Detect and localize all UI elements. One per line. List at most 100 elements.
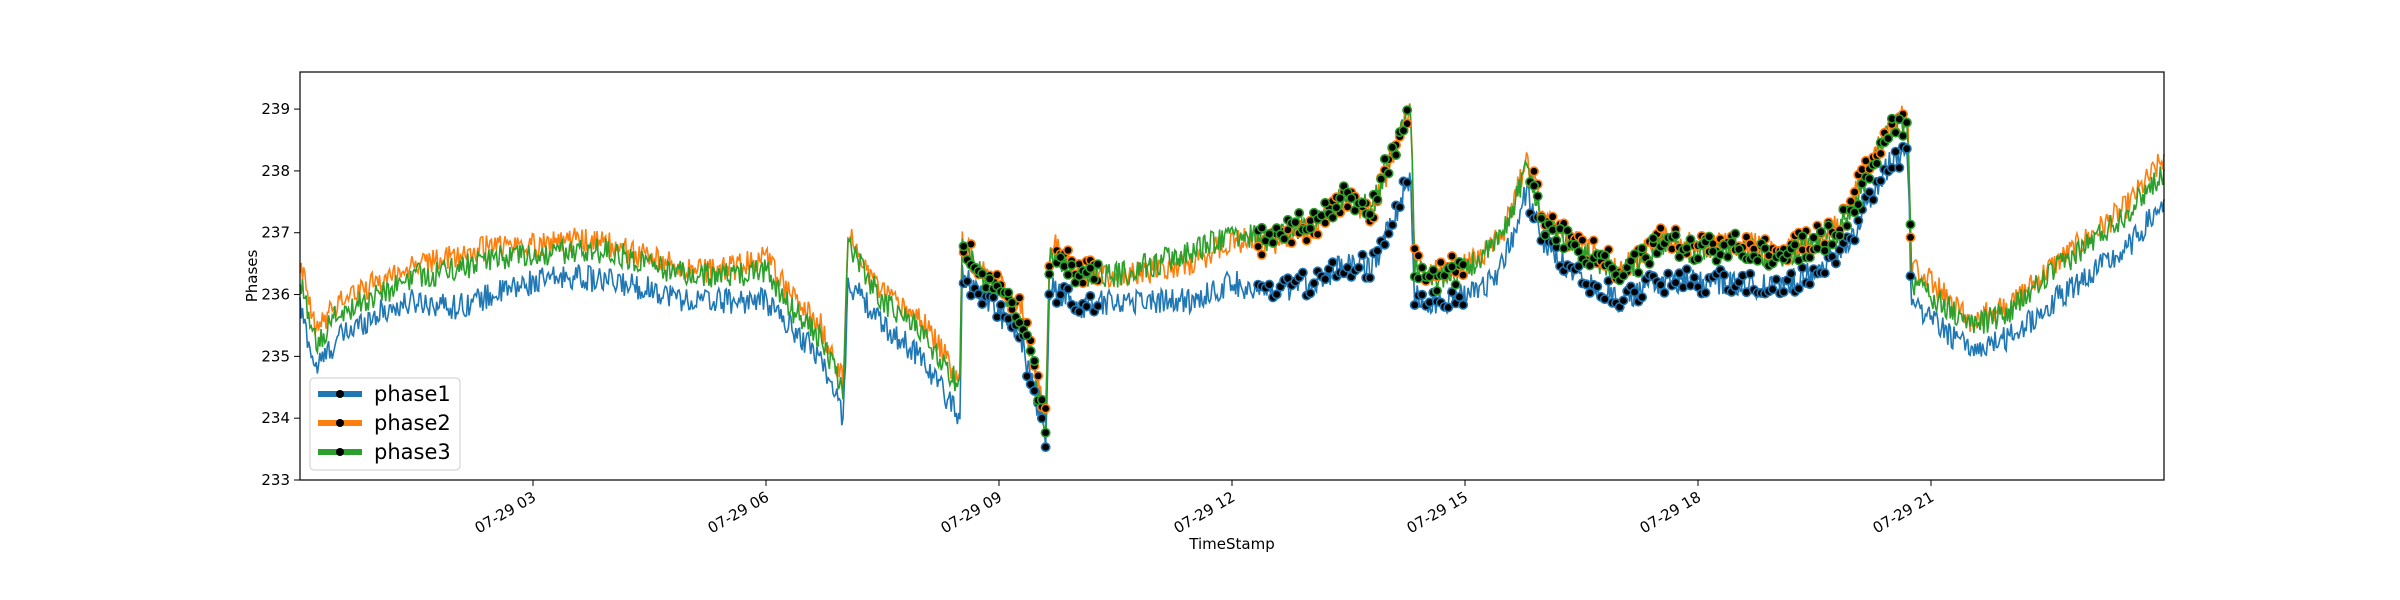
y-axis-label: Phases bbox=[243, 250, 261, 303]
phase1-marker bbox=[1040, 442, 1051, 453]
phase3-legend-marker bbox=[336, 448, 344, 456]
phase1-marker bbox=[988, 292, 999, 303]
phase1-marker bbox=[1629, 286, 1640, 297]
phase1-marker bbox=[1719, 269, 1730, 280]
phase1-marker bbox=[1894, 162, 1905, 173]
phase3-marker bbox=[1648, 233, 1659, 244]
phase1-marker bbox=[1637, 292, 1648, 303]
phase3-marker bbox=[1618, 270, 1629, 281]
phase1-marker bbox=[1357, 249, 1368, 260]
phase3-marker bbox=[1823, 220, 1834, 231]
y-tick-label: 237 bbox=[261, 224, 290, 242]
y-tick-label: 234 bbox=[261, 409, 290, 427]
phase1-marker bbox=[1063, 283, 1074, 294]
phase3-marker bbox=[1693, 253, 1704, 264]
phase3-marker bbox=[1849, 207, 1860, 218]
phase3-marker bbox=[1871, 158, 1882, 169]
phase1-marker bbox=[1901, 143, 1912, 154]
phase3-marker bbox=[1055, 252, 1066, 263]
phase3-marker bbox=[1853, 199, 1864, 210]
phase3-marker bbox=[1331, 202, 1342, 213]
phase3-marker bbox=[1346, 193, 1357, 204]
phase2-marker bbox=[1905, 232, 1916, 243]
marker-layer bbox=[958, 105, 1916, 453]
phase2-marker bbox=[1256, 249, 1267, 260]
phase2-marker bbox=[1014, 292, 1025, 303]
phase3-marker bbox=[1417, 262, 1428, 273]
phase1-marker bbox=[1745, 268, 1756, 279]
phase3-marker bbox=[1816, 226, 1827, 237]
phase1-marker bbox=[1592, 281, 1603, 292]
y-tick-label: 236 bbox=[261, 286, 290, 304]
phase3-marker bbox=[1006, 297, 1017, 308]
phase3-marker bbox=[1383, 168, 1394, 179]
phase1-marker bbox=[1394, 202, 1405, 213]
phase3-marker bbox=[1804, 252, 1815, 263]
phase1-marker bbox=[1409, 299, 1420, 310]
phase1-marker bbox=[1618, 295, 1629, 306]
phase1-marker bbox=[1309, 278, 1320, 289]
phase3-marker bbox=[1681, 243, 1692, 254]
phase1-marker bbox=[1864, 187, 1875, 198]
phase3-marker bbox=[1379, 154, 1390, 165]
phase2-marker bbox=[1253, 241, 1264, 252]
phase3-marker bbox=[1256, 222, 1267, 233]
phase1-marker bbox=[1830, 258, 1841, 269]
phase3-marker bbox=[977, 268, 988, 279]
y-tick-label: 239 bbox=[261, 100, 290, 118]
phase3-marker bbox=[1305, 223, 1316, 234]
phase3-marker bbox=[1685, 234, 1696, 245]
phase3-marker bbox=[1536, 213, 1547, 224]
phase3-marker bbox=[1704, 231, 1715, 242]
phase2-marker bbox=[1033, 370, 1044, 381]
phase3-marker bbox=[1834, 230, 1845, 241]
phase3-marker bbox=[1842, 220, 1853, 231]
phase2-marker bbox=[1286, 237, 1297, 248]
phase1-marker bbox=[1051, 297, 1062, 308]
x-tick-label: 07-29 09 bbox=[938, 488, 1005, 537]
phase1-marker bbox=[1021, 371, 1032, 382]
x-tick-label: 07-29 15 bbox=[1404, 488, 1471, 537]
phase1-marker bbox=[1383, 228, 1394, 239]
phase3-marker bbox=[1432, 285, 1443, 296]
x-tick-label: 07-29 03 bbox=[472, 488, 539, 537]
phase2-marker bbox=[1447, 251, 1458, 262]
phase1-marker bbox=[1458, 299, 1469, 310]
phase1-marker bbox=[1681, 264, 1692, 275]
phase1-marker bbox=[1055, 289, 1066, 300]
phase1-marker bbox=[1364, 272, 1375, 283]
phase3-marker bbox=[1044, 269, 1055, 280]
phase3-marker bbox=[958, 241, 969, 252]
phase1-marker bbox=[995, 299, 1006, 310]
phase3-marker bbox=[1819, 245, 1830, 256]
phase3-marker bbox=[1529, 180, 1540, 191]
phase3-marker bbox=[1335, 193, 1346, 204]
phase2-marker bbox=[1655, 223, 1666, 234]
phase3-marker bbox=[1562, 225, 1573, 236]
y-tick-label: 235 bbox=[261, 347, 290, 365]
phase1-marker bbox=[1036, 413, 1047, 424]
x-tick-label: 07-29 21 bbox=[1870, 488, 1937, 537]
phase3-marker bbox=[1629, 249, 1640, 260]
phase2-marker bbox=[1040, 403, 1051, 414]
phase3-marker bbox=[1387, 142, 1398, 153]
phase3-marker bbox=[1327, 212, 1338, 223]
phase3-marker bbox=[1633, 267, 1644, 278]
phase3-marker bbox=[1029, 355, 1040, 366]
phase1-marker bbox=[1044, 289, 1055, 300]
phase1-marker bbox=[1372, 245, 1383, 256]
phase2-marker bbox=[992, 269, 1003, 280]
phase3-marker bbox=[1551, 235, 1562, 246]
phase3-marker bbox=[1637, 243, 1648, 254]
phase3-marker bbox=[1827, 239, 1838, 250]
phase1-marker bbox=[1029, 385, 1040, 396]
phase1-marker bbox=[1092, 300, 1103, 311]
phase3-marker bbox=[1864, 173, 1875, 184]
phase1-marker bbox=[1674, 268, 1685, 279]
phase2-marker bbox=[1435, 257, 1446, 268]
plot-background bbox=[300, 72, 2164, 480]
phase1-marker bbox=[1849, 235, 1860, 246]
phase1-marker bbox=[1271, 289, 1282, 300]
phase1-marker bbox=[1417, 289, 1428, 300]
phase3-marker bbox=[1402, 105, 1413, 116]
